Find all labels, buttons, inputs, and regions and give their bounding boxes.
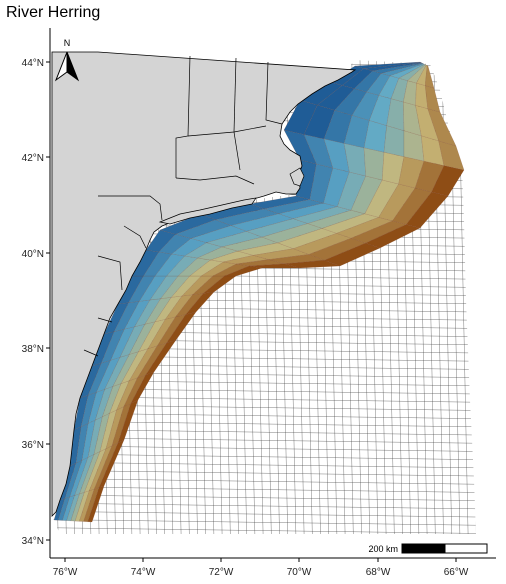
lat-tick-label: 42°N [22, 153, 44, 164]
lon-tick-label: 74°W [131, 567, 156, 578]
lat-tick-label: 40°N [22, 249, 44, 260]
scale-bar-label: 200 km [368, 544, 398, 554]
lat-tick-label: 38°N [22, 344, 44, 355]
cape-cod [289, 167, 305, 187]
lon-tick-label: 68°W [366, 567, 391, 578]
long-island [158, 197, 257, 225]
map-title: River Herring [6, 4, 101, 21]
north-arrow: N [54, 38, 80, 82]
lat-tick-label: 34°N [22, 536, 44, 547]
lon-tick-label: 70°W [287, 567, 312, 578]
scale-bar: 200 km [368, 543, 488, 554]
lon-tick-label: 76°W [53, 567, 78, 578]
lat-tick-label: 36°N [22, 440, 44, 451]
lon-tick-label: 66°W [444, 567, 469, 578]
abundance-surface [53, 61, 465, 523]
north-label: N [64, 38, 71, 48]
state-borders [83, 55, 283, 357]
lat-tick-label: 44°N [22, 58, 44, 69]
lon-tick-label: 72°W [209, 567, 234, 578]
